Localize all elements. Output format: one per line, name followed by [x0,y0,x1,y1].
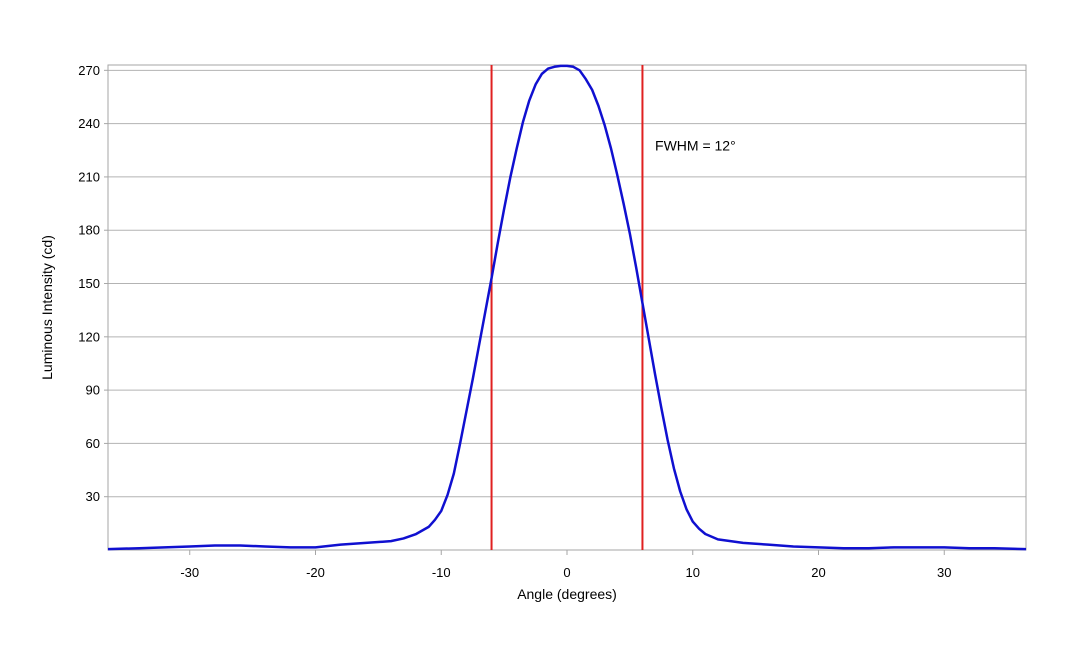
y-tick-label: 30 [86,489,100,504]
fwhm-lines [490,65,644,550]
gridlines [108,69,1026,498]
x-tick-label: -30 [180,565,199,580]
y-axis-title: Luminous Intensity (cd) [39,235,55,380]
x-tick-label: 10 [686,565,700,580]
plot-frame [107,64,1027,551]
y-tick-label: 240 [78,116,100,131]
x-tick-label: -20 [306,565,325,580]
x-tick-label: 30 [937,565,951,580]
y-tick-label: 150 [78,276,100,291]
series-layer [107,64,1027,551]
x-tick-label: 0 [563,565,570,580]
y-tick-label: 90 [86,383,100,398]
y-tick-label: 270 [78,63,100,78]
y-tick-label: 210 [78,169,100,184]
annotations: FWHM = 12° [655,137,736,153]
axis-ticks: 30 60 90 120 150 180 210 240 270 -30 -20 -10 0 10 20 30 [78,63,951,580]
x-axis-title: Angle (degrees) [517,586,617,602]
y-tick-label: 120 [78,329,100,344]
x-tick-label: 20 [811,565,825,580]
y-tick-label: 60 [86,436,100,451]
y-tick-label: 180 [78,223,100,238]
intensity-series-line [107,64,1027,551]
fwhm-annotation: FWHM = 12° [655,137,736,153]
x-tick-label: -10 [432,565,451,580]
